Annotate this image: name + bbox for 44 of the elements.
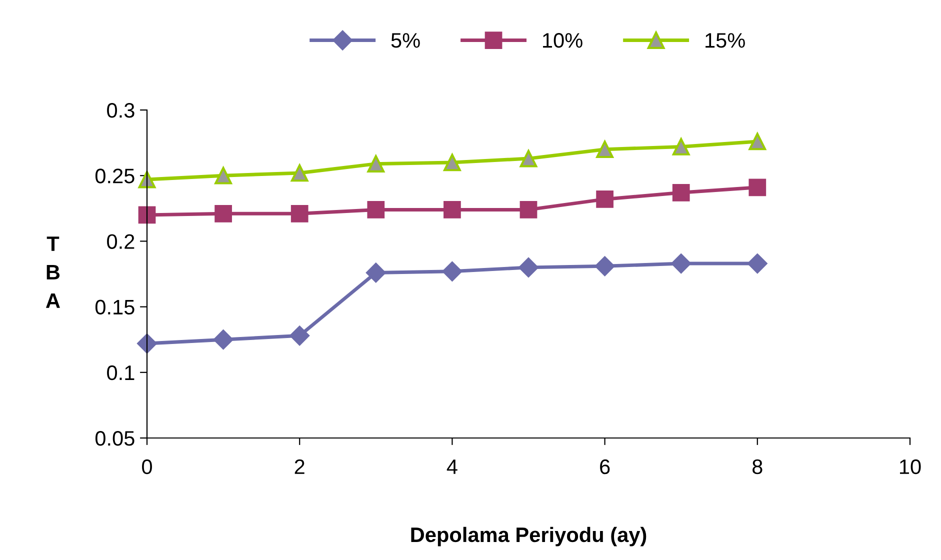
point xyxy=(748,254,768,274)
y-tick-label: 0.2 xyxy=(107,234,134,249)
point xyxy=(444,154,461,172)
point xyxy=(367,155,385,172)
point xyxy=(290,164,308,182)
point xyxy=(213,330,234,350)
x-tick-label: 10 xyxy=(900,459,921,474)
x-tick-label: 2 xyxy=(294,459,304,474)
point xyxy=(138,206,156,224)
point xyxy=(214,204,232,222)
x-tick-label: 6 xyxy=(600,459,610,474)
point xyxy=(672,184,690,202)
y-tick-label: 0.3 xyxy=(107,103,134,118)
point xyxy=(596,190,614,208)
y-tick-label: 0.25 xyxy=(95,168,134,184)
point xyxy=(442,261,462,282)
point xyxy=(214,166,232,184)
point xyxy=(520,150,538,168)
x-tick-label: 0 xyxy=(142,459,152,474)
x-tick-label: 8 xyxy=(752,459,762,474)
point xyxy=(671,254,691,274)
y-tick-label: 0.1 xyxy=(107,365,134,380)
point xyxy=(748,132,766,150)
x-axis-title: Depolama Periyodu (ay) xyxy=(411,526,646,546)
point xyxy=(367,201,385,218)
legend-label: 10% xyxy=(543,33,582,48)
point xyxy=(444,201,461,218)
y-axis-title: TBA xyxy=(46,236,60,308)
point xyxy=(290,204,308,222)
legend-label: 5% xyxy=(391,33,420,48)
legend-label: 15% xyxy=(706,33,745,48)
point xyxy=(138,170,156,188)
point xyxy=(748,178,766,196)
y-tick-label: 0.05 xyxy=(95,431,134,446)
point xyxy=(366,262,386,283)
point xyxy=(594,256,615,276)
point xyxy=(137,334,157,354)
x-tick-label: 4 xyxy=(446,460,458,474)
point xyxy=(672,138,690,156)
point xyxy=(596,140,614,158)
point xyxy=(520,201,538,218)
point xyxy=(518,258,538,278)
y-tick-label: 0.15 xyxy=(95,300,134,315)
point xyxy=(290,326,310,346)
